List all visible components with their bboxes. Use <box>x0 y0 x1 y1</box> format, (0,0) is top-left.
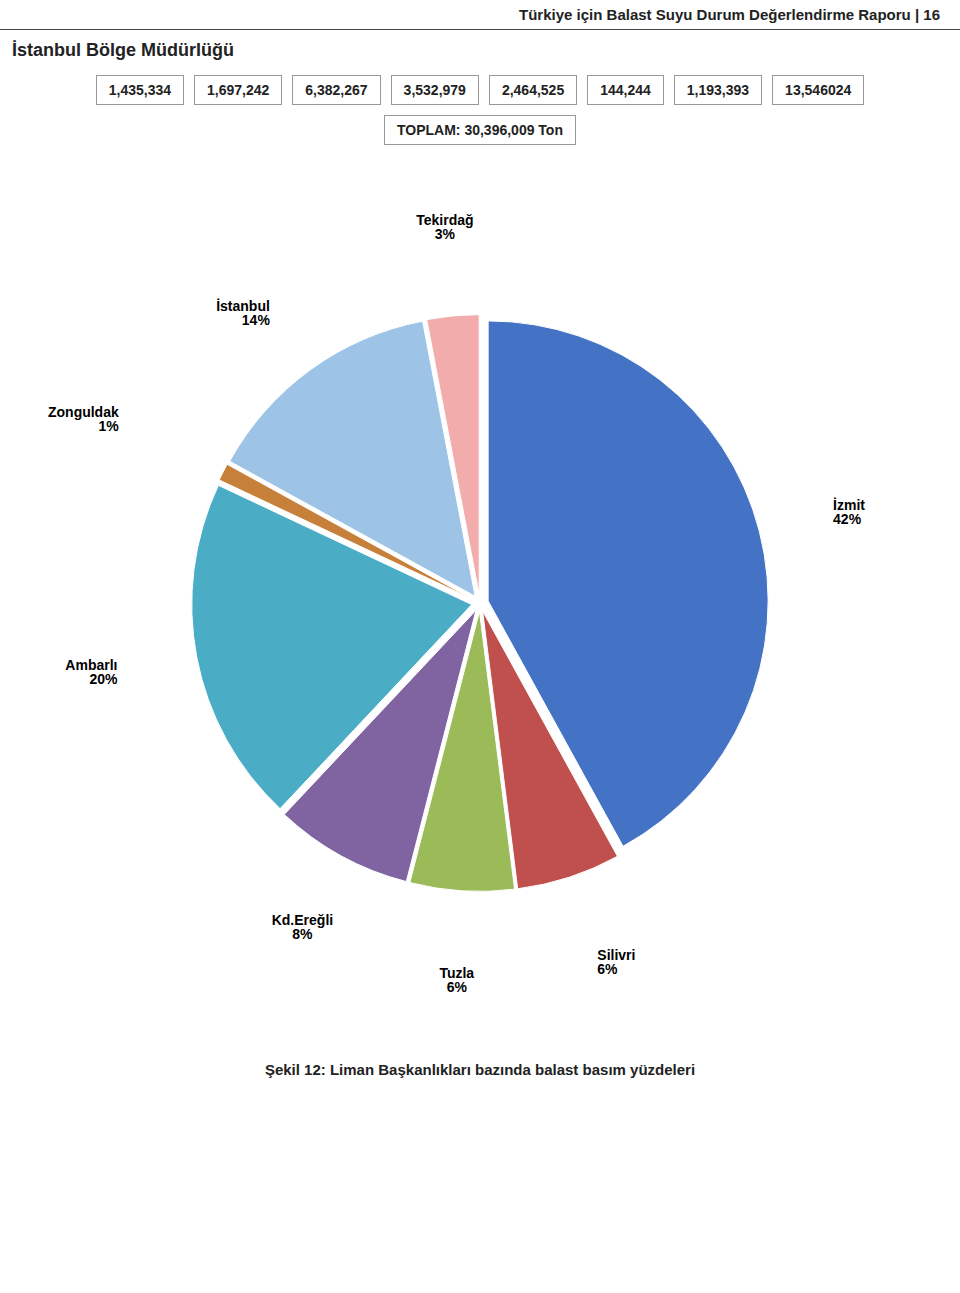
html-text:Türkiye için Balast Suyu Durum: Türkiye için Balast Suyu Durum Değerlend… <box>519 6 940 23</box>
svg-text:İstanbul14%: İstanbul14% <box>216 298 270 328</box>
svg-text:Silivri6%: Silivri6% <box>597 947 635 977</box>
html-text:Şekil 12: Liman Başkanlıkları: Şekil 12: Liman Başkanlıkları bazında ba… <box>264 1061 696 1078</box>
svg-text:İzmit42%: İzmit42% <box>833 497 865 527</box>
svg-text:Kd.Ereğli8%: Kd.Ereğli8% <box>272 912 333 942</box>
html-text:1,435,334: 1,435,334 <box>108 82 171 98</box>
html-text:3,532,979: 3,532,979 <box>403 82 466 98</box>
svg-text:Zonguldak1%: Zonguldak1% <box>48 404 119 434</box>
html-text:1,193,393: 1,193,393 <box>686 82 750 98</box>
html-text:TOPLAM: 30,396,009 Ton: TOPLAM: 30,396,009 Ton <box>397 122 563 138</box>
html-text:6,382,267: 6,382,267 <box>305 82 368 98</box>
html-text:İstanbul Bölge Müdürlüğü: İstanbul Bölge Müdürlüğü <box>12 40 234 60</box>
html-text:144,244: 144,244 <box>600 82 651 98</box>
html-text:1,697,242: 1,697,242 <box>207 82 270 98</box>
svg-text:Tuzla6%: Tuzla6% <box>439 965 474 995</box>
svg-text:Ambarlı20%: Ambarlı20% <box>65 657 118 687</box>
html-text:2,464,525: 2,464,525 <box>501 82 565 98</box>
html-text:13,546024: 13,546024 <box>785 82 852 98</box>
svg-text:Tekirdağ3%: Tekirdağ3% <box>416 212 473 242</box>
